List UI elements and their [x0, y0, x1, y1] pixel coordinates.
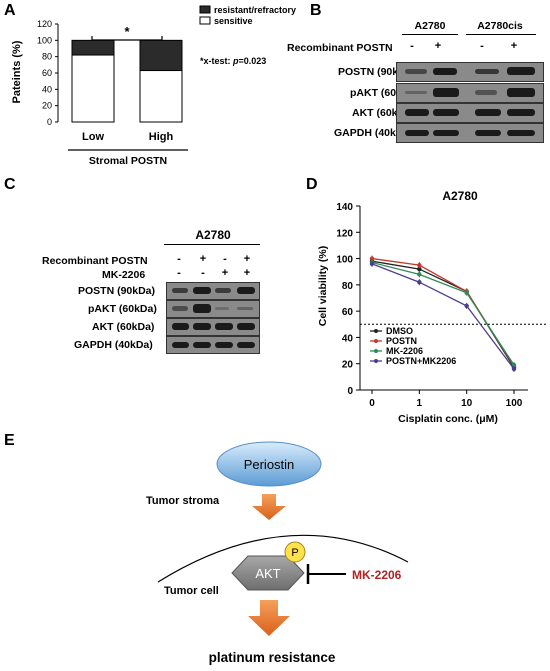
c-cell-line: A2780 [195, 228, 231, 242]
d-x-tick-label: 0 [369, 398, 375, 409]
panel-letter-a: A [4, 2, 16, 19]
significance-star: * [124, 24, 130, 39]
c-t1-sign-2: + [199, 253, 207, 265]
c-t1-sign-3: - [223, 253, 227, 265]
c-treatment-1-label: Recombinant POSTN [42, 255, 148, 267]
bar-low-resistant [71, 39, 115, 56]
b-cell-line-1: A2780 [414, 20, 446, 32]
d-legend-entry: POSTN [386, 336, 417, 346]
panel-a-y-axis-label: Pateints (%) [11, 40, 23, 103]
c-blot-gapdh [166, 336, 260, 354]
c-t2-sign-2: - [201, 267, 205, 279]
panel-d-line-chart: A2780 Cell viability (%) Cisplatin conc.… [317, 189, 548, 425]
panel-a-y-tick-label: 100 [37, 35, 52, 45]
legend-resistant: resistant/refractory [214, 5, 296, 15]
c-t2-sign-4: + [243, 267, 251, 279]
c-row-pakt: pAKT (60kDa) [88, 303, 157, 315]
d-y-tick-label: 20 [342, 360, 354, 371]
category-high: High [149, 131, 174, 143]
inhibitor-label: MK-2206 [352, 568, 402, 582]
d-x-axis-label: Cisplatin conc. (μM) [398, 413, 498, 425]
d-x-tick-label: 1 [417, 398, 423, 409]
d-y-tick-label: 140 [336, 202, 353, 213]
b-blot-akt [396, 103, 544, 123]
d-y-tick-label: 120 [336, 228, 353, 239]
d-y-tick-label: 60 [342, 307, 354, 318]
cell-membrane-curve [157, 534, 409, 583]
panel-letter-b: B [310, 2, 322, 19]
c-t1-sign-4: + [243, 253, 251, 265]
d-x-tick-label: 100 [506, 398, 523, 409]
bar-high-resistant [139, 39, 183, 72]
b-sign-3: - [480, 40, 484, 52]
legend-swatch-sensitive [199, 16, 211, 25]
stat-note: *x-test: p=0.023 [200, 56, 266, 66]
c-blot-postn [166, 282, 260, 300]
bar-low-sensitive [71, 54, 115, 123]
c-row-gapdh: GAPDH (40kDa) [74, 339, 153, 351]
d-x-tick-label: 10 [461, 398, 473, 409]
x-group-label: Stromal POSTN [89, 155, 167, 167]
panel-letter-e: E [4, 432, 15, 449]
legend-sensitive: sensitive [214, 16, 253, 26]
b-row-gapdh: GAPDH (40kDa) [334, 127, 413, 139]
d-series-line [371, 261, 515, 366]
b-sign-4: + [510, 40, 518, 52]
category-low: Low [82, 131, 104, 143]
b-sign-2: + [434, 40, 442, 52]
d-y-tick-label: 40 [342, 333, 354, 344]
d-y-axis-label: Cell viability (%) [317, 246, 329, 327]
b-treatment-label: Recombinant POSTN [287, 42, 393, 54]
b-blot-pakt [396, 83, 544, 103]
panel-letter-c: C [4, 176, 16, 193]
panel-e-diagram: Periostin Tumor stroma Tumor cell AKT P … [146, 441, 409, 665]
c-treatment-2-label: MK-2206 [102, 269, 146, 281]
d-legend-entry: MK-2206 [386, 346, 423, 356]
b-row-postn: POSTN (90kDa) [338, 66, 416, 78]
panel-a-y-tick-label: 80 [42, 52, 52, 62]
c-t2-sign-1: - [177, 267, 181, 279]
c-row-postn: POSTN (90kDa) [78, 285, 156, 297]
c-row-akt: AKT (60kDa) [92, 321, 155, 333]
b-cell-line-2: A2780cis [477, 20, 523, 32]
panel-a-y-tick-label: 40 [42, 84, 52, 94]
c-t1-sign-1: - [177, 253, 181, 265]
legend-swatch-resistant [199, 5, 211, 14]
panel-a-y-tick-label: 60 [42, 68, 52, 78]
tumor-cell-label: Tumor cell [164, 585, 219, 597]
d-y-tick-label: 100 [336, 255, 353, 266]
d-legend-entry: DMSO [386, 326, 413, 336]
d-series-line [371, 263, 515, 370]
c-t2-sign-3: + [221, 267, 229, 279]
panel-a-y-ticks: 0 20 40 60 80 100 120 [37, 19, 58, 127]
d-title: A2780 [442, 189, 478, 203]
c-blot-pakt [166, 300, 260, 318]
akt-label: AKT [255, 566, 280, 581]
d-legend-entry: POSTN+MK2206 [386, 356, 456, 366]
akt-hexagon [231, 555, 305, 591]
d-y-tick-label: 0 [347, 386, 353, 397]
b-blot-postn [396, 62, 544, 82]
periostin-label: Periostin [244, 457, 295, 472]
down-arrow-icon [252, 494, 286, 520]
b-sign-1: - [410, 40, 414, 52]
outcome-label: platinum resistance [209, 650, 336, 665]
panel-a-y-tick-label: 0 [47, 117, 52, 127]
bar-high-sensitive [139, 70, 183, 123]
panel-letter-d: D [306, 176, 318, 193]
phospho-label: P [291, 547, 298, 559]
down-arrow-2-icon [248, 600, 290, 636]
tumor-stroma-label: Tumor stroma [146, 495, 220, 507]
panel-a-y-tick-label: 20 [42, 101, 52, 111]
b-blot-gapdh [396, 123, 544, 143]
d-y-tick-label: 80 [342, 281, 354, 292]
panel-a-y-tick-label: 120 [37, 19, 52, 29]
phospho-circle [284, 541, 306, 563]
periostin-ellipse [216, 441, 322, 487]
c-blot-akt [166, 318, 260, 336]
